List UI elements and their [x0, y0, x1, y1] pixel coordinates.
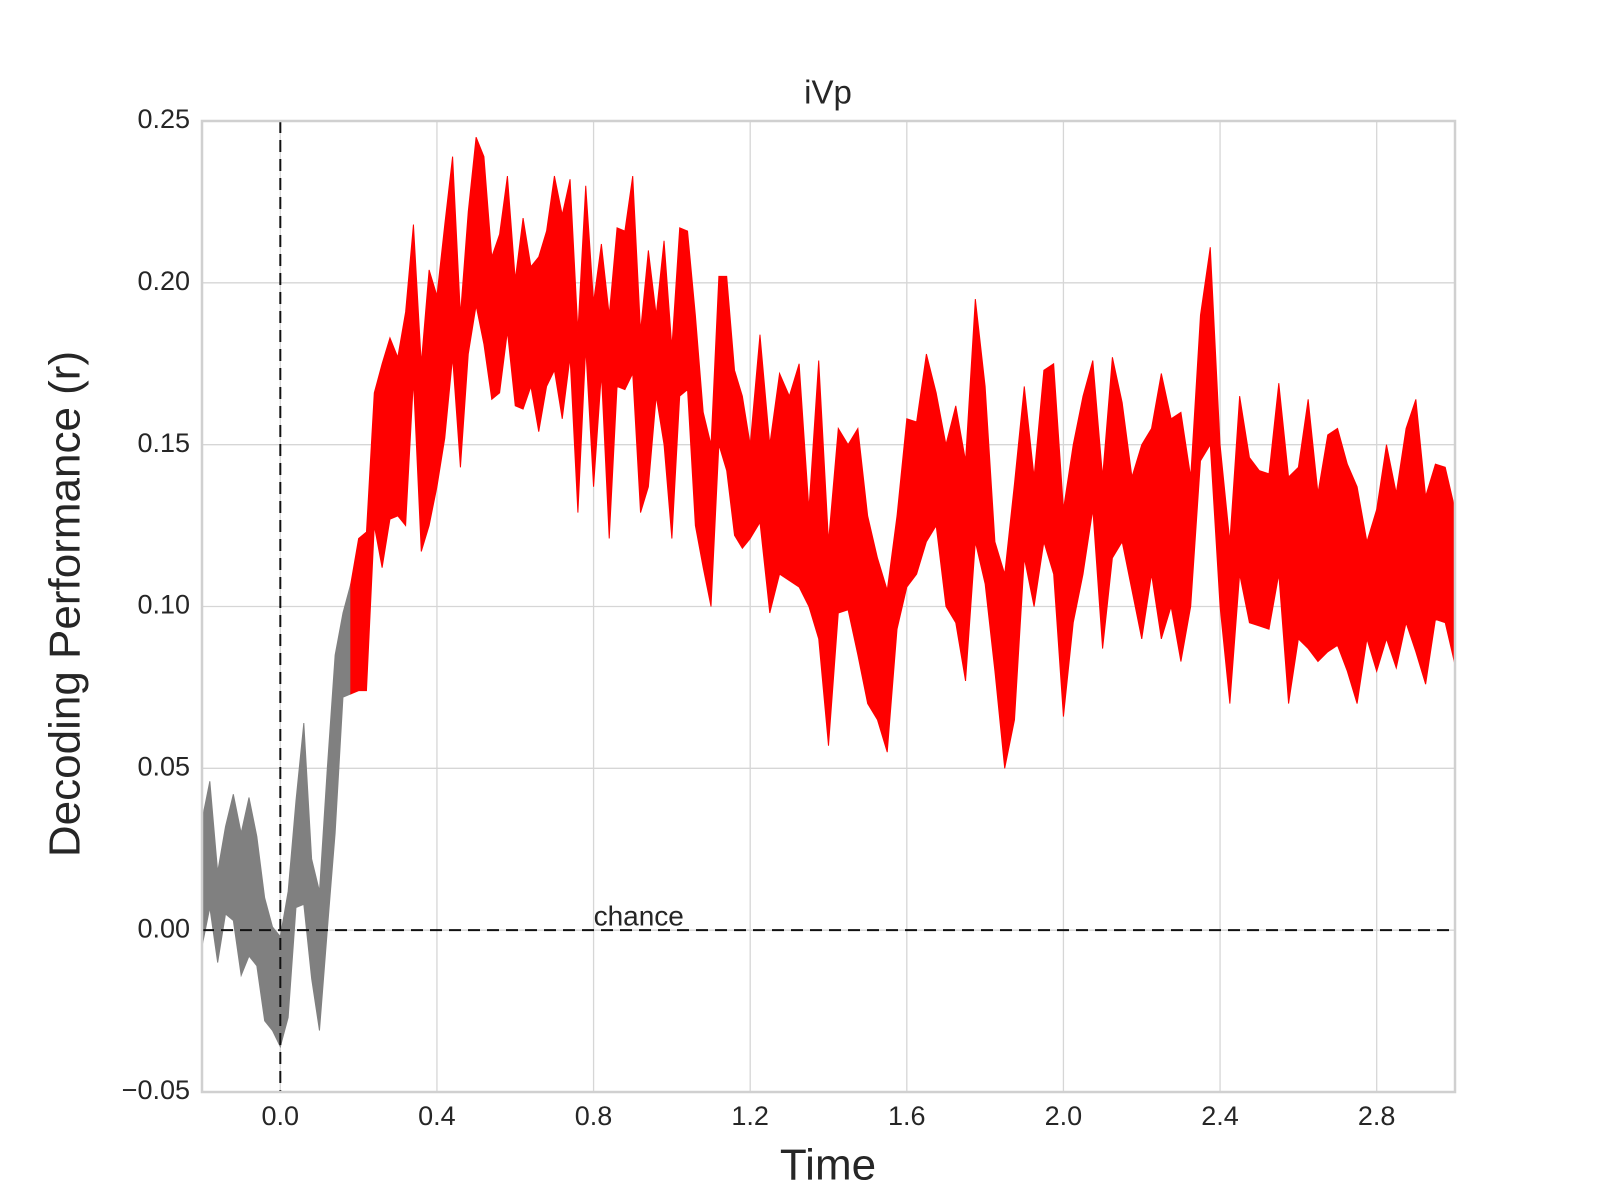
x-tick-label: 2.8 — [1358, 1101, 1396, 1131]
chart-title: iVp — [804, 74, 852, 111]
y-tick-label: −0.05 — [122, 1075, 190, 1105]
x-tick-label: 1.2 — [731, 1101, 769, 1131]
x-axis-label: Time — [780, 1141, 876, 1190]
y-tick-label: 0.05 — [137, 751, 190, 781]
annotation: chance — [594, 901, 684, 932]
x-tick-label: 0.8 — [575, 1101, 613, 1131]
y-tick-label: 0.15 — [137, 428, 190, 458]
band-area — [350, 136, 1456, 769]
y-tick-label: 0.25 — [137, 104, 190, 134]
x-tick-label: 0.0 — [262, 1101, 300, 1131]
y-tick-label: 0.20 — [137, 266, 190, 296]
x-tick-label: 2.0 — [1045, 1101, 1083, 1131]
x-tick-label: 1.6 — [888, 1101, 926, 1131]
plot-frame — [200, 119, 1457, 1094]
band-area — [201, 583, 352, 1049]
x-tick-label: 0.4 — [418, 1101, 456, 1131]
y-tick-label: 0.10 — [137, 590, 190, 620]
x-tick-label: 2.4 — [1201, 1101, 1239, 1131]
y-tick-label: 0.00 — [137, 913, 190, 943]
y-axis-label: Decoding Performance (r) — [41, 351, 90, 857]
